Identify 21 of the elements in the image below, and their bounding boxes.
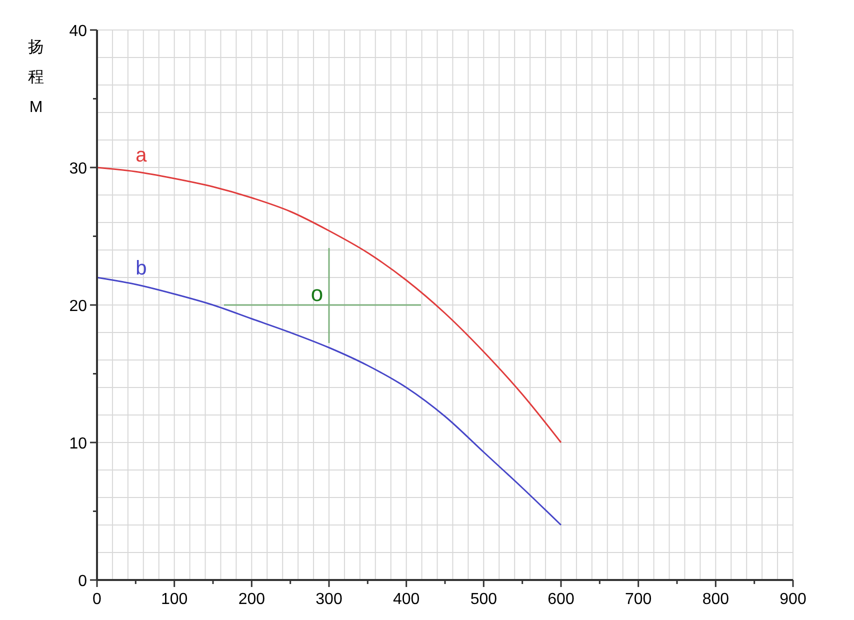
series-label: a <box>136 144 148 167</box>
line-series <box>96 276 562 526</box>
x-tick-label: 100 <box>160 591 188 608</box>
annotation: o <box>310 281 324 306</box>
y-tick-label: 10 <box>69 436 88 452</box>
x-tick-label: 900 <box>780 591 806 608</box>
y-axis-title: 扬程M <box>28 39 44 116</box>
x-tick-label: 600 <box>548 591 574 608</box>
y-tick-label: 0 <box>78 573 88 590</box>
y-tick-label: 20 <box>69 298 88 315</box>
series-label: b <box>136 257 147 280</box>
y-tick-label: 40 <box>69 23 88 40</box>
y-tick-label: 30 <box>69 160 88 178</box>
line-series <box>96 166 562 444</box>
x-tick-label: 400 <box>392 591 420 608</box>
x-tick-label: 300 <box>316 591 342 608</box>
x-tick-label: 0 <box>92 591 102 608</box>
x-tick-label: 800 <box>702 591 730 608</box>
x-tick-label: 200 <box>238 591 266 608</box>
x-tick-label: 700 <box>624 591 652 608</box>
x-tick-label: 500 <box>470 591 498 608</box>
